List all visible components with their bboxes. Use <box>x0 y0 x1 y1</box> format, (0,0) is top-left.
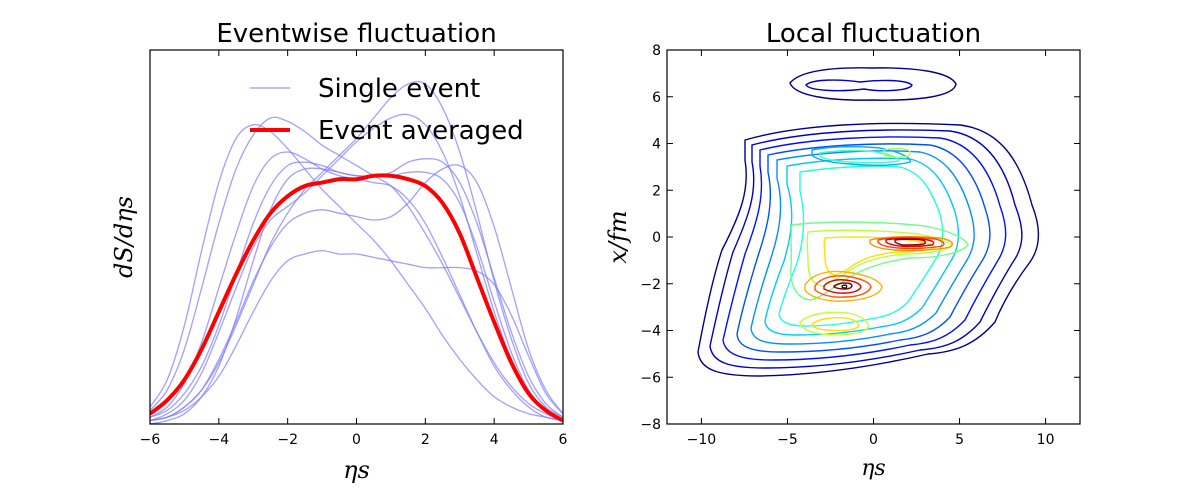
left-x-axis-ticks: −6 −4 −2 0 2 4 6 <box>140 50 568 448</box>
right-x-tick-label: −5 <box>777 432 798 448</box>
single-event-line-8 <box>150 164 563 422</box>
left-x-tick-label: −4 <box>209 432 230 448</box>
single-event-line-4 <box>150 113 563 422</box>
contour-line <box>722 136 1007 361</box>
contour-line <box>811 145 911 167</box>
contour-line <box>750 150 975 345</box>
single-event-line-5 <box>150 81 563 422</box>
contour-upper-blob <box>789 67 957 101</box>
left-y-axis-label: dS/dηs <box>110 196 138 278</box>
right-x-tick-label: 5 <box>955 432 964 448</box>
right-chart-title: Local fluctuation <box>766 19 981 49</box>
left-x-tick-label: 4 <box>490 432 499 448</box>
right-y-tick-label: 2 <box>652 183 661 199</box>
right-x-axis-label: ηs <box>861 456 885 481</box>
right-y-tick-label: −2 <box>640 277 661 293</box>
contour-line <box>823 279 862 294</box>
contour-line <box>841 284 848 289</box>
event-averaged-line <box>150 173 563 423</box>
contour-line <box>778 165 944 327</box>
contour-line <box>869 235 953 252</box>
left-chart: Eventwise fluctuation −6 −4 −2 0 2 4 6 ηs dS/d… <box>110 19 568 484</box>
contour-line <box>764 157 960 336</box>
left-x-tick-label: 0 <box>352 432 361 448</box>
left-x-tick-label: 2 <box>421 432 430 448</box>
left-chart-title: Eventwise fluctuation <box>216 19 496 49</box>
right-y-axis-label: x/fm <box>604 210 632 263</box>
right-y-tick-label: −6 <box>640 370 661 386</box>
contour-main-body <box>697 122 1040 377</box>
contour-line <box>697 122 1040 377</box>
right-y-axis-ticks: −8 −6 −4 −2 0 2 4 6 8 <box>640 43 1080 433</box>
right-y-tick-label: 4 <box>652 137 661 153</box>
contour-line <box>823 236 937 276</box>
contour-line <box>789 67 957 101</box>
contour-line <box>709 129 1023 369</box>
contour-line <box>883 147 911 159</box>
contour-line <box>819 149 899 164</box>
contour-line <box>804 270 883 302</box>
left-x-tick-label: −6 <box>140 432 161 448</box>
contour-line <box>736 143 991 353</box>
contour-line <box>833 282 853 290</box>
right-x-axis-ticks: −10 −5 0 5 10 <box>687 50 1055 448</box>
legend: Single event Event averaged <box>250 74 524 146</box>
left-plot-frame <box>149 49 564 425</box>
single-event-line-1 <box>150 116 563 422</box>
single-event-line-9 <box>150 249 563 422</box>
legend-event-averaged-label: Event averaged <box>318 116 524 146</box>
right-x-tick-label: −10 <box>687 432 717 448</box>
contour-line <box>814 275 872 298</box>
left-plot-lines <box>150 81 563 424</box>
right-y-tick-label: −4 <box>640 324 661 340</box>
contour-line <box>805 79 913 92</box>
right-chart: Local fluctuation <box>604 19 1081 481</box>
single-event-line-6 <box>150 158 563 418</box>
contour-line <box>799 311 869 336</box>
right-y-tick-label: 8 <box>652 43 661 59</box>
contour-line <box>877 236 945 250</box>
left-x-tick-label: 6 <box>559 432 568 448</box>
contour-line <box>811 316 860 332</box>
right-y-tick-label: −8 <box>640 417 661 433</box>
single-event-line-7 <box>150 167 563 424</box>
single-event-line-2 <box>150 123 563 422</box>
contour-line <box>806 229 953 287</box>
contour-plot <box>697 67 1040 377</box>
right-x-tick-label: 10 <box>1037 432 1055 448</box>
left-x-tick-label: −2 <box>277 432 298 448</box>
contour-line <box>790 221 969 301</box>
contour-line <box>894 238 926 246</box>
right-x-tick-label: 0 <box>869 432 878 448</box>
left-x-axis-label: ηs <box>343 456 370 484</box>
legend-single-event-label: Single event <box>318 74 480 104</box>
right-y-tick-label: 0 <box>652 230 661 246</box>
right-y-tick-label: 6 <box>652 90 661 106</box>
